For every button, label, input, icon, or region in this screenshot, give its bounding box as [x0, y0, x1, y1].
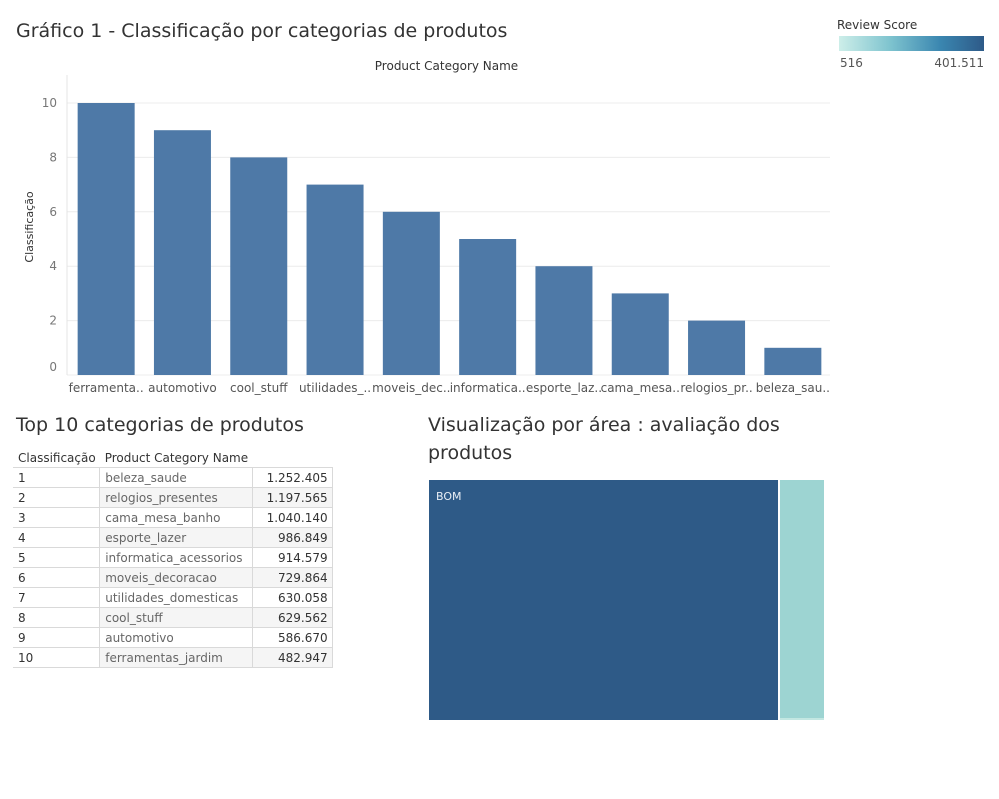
legend-title: Review Score	[837, 18, 918, 32]
x-tick-label: cama_mesa..	[601, 381, 680, 395]
y-axis-label: Classificação	[23, 191, 36, 263]
top10-table: Classificação Product Category Name 1 bel…	[13, 449, 333, 668]
category-cell: ferramentas_jardim	[99, 647, 253, 668]
x-tick-label: esporte_laz..	[526, 381, 602, 395]
table-row[interactable]: 7 utilidades_domesticas 630.058	[13, 587, 333, 608]
value-cell: 629.562	[251, 607, 333, 628]
chart-title: Product Category Name	[375, 59, 518, 73]
treemap-title: Visualização por área : avaliação dos pr…	[428, 414, 780, 464]
category-cell: cool_stuff	[99, 607, 253, 628]
table-header-row: Classificação Product Category Name	[13, 449, 332, 468]
treemap-cell-bom[interactable]	[429, 480, 778, 720]
rank-cell: 9	[13, 627, 101, 648]
table-row[interactable]: 6 moveis_decoracao 729.864	[13, 567, 333, 588]
dashboard-title: Gráfico 1 - Classificação por categorias…	[16, 20, 508, 42]
category-cell: automotivo	[99, 627, 253, 648]
x-tick-label: informatica..	[450, 381, 526, 395]
table-row[interactable]: 1 beleza_saude 1.252.405	[13, 467, 333, 488]
rank-cell: 3	[13, 507, 101, 528]
x-tick-label: relogios_pr..	[680, 381, 752, 395]
color-legend-gradient	[839, 36, 984, 51]
y-tick-label: 2	[49, 314, 57, 328]
bar	[764, 347, 822, 375]
bar-chart: Product Category Name Classificação 0 2 4 6 8 1…	[23, 59, 830, 395]
value-cell: 1.252.405	[251, 467, 333, 488]
x-tick-label: automotivo	[148, 381, 217, 395]
y-tick-label: 8	[49, 150, 57, 164]
table-row[interactable]: 10 ferramentas_jardim 482.947	[13, 647, 333, 668]
table-row[interactable]: 9 automotivo 586.670	[13, 627, 333, 648]
rank-cell: 10	[13, 647, 101, 668]
category-cell: beleza_saude	[99, 467, 253, 488]
table-row[interactable]: 5 informatica_acessorios 914.579	[13, 547, 333, 568]
column-header-rank: Classificação	[18, 451, 96, 465]
y-tick-label: 10	[42, 96, 57, 110]
legend-max-label: 401.511	[934, 56, 984, 70]
value-cell: 1.040.140	[251, 507, 333, 528]
bar	[459, 239, 517, 375]
rank-cell: 2	[13, 487, 101, 508]
table-row[interactable]: 8 cool_stuff 629.562	[13, 607, 333, 628]
rank-cell: 6	[13, 567, 101, 588]
x-tick-label: beleza_sau..	[756, 381, 830, 395]
value-cell: 914.579	[251, 547, 333, 568]
value-cell: 482.947	[251, 647, 333, 668]
treemap-cell-sliver[interactable]	[780, 718, 824, 720]
bar	[382, 211, 440, 375]
x-tick-label: cool_stuff	[230, 381, 288, 395]
legend-min-label: 516	[840, 56, 863, 70]
bar	[306, 184, 364, 375]
column-header-category: Product Category Name	[104, 451, 249, 465]
category-cell: informatica_acessorios	[99, 547, 253, 568]
table-row[interactable]: 4 esporte_lazer 986.849	[13, 527, 333, 548]
rank-cell: 5	[13, 547, 101, 568]
x-tick-label: ferramenta..	[69, 381, 144, 395]
value-cell: 1.197.565	[251, 487, 333, 508]
x-tick-label: moveis_dec..	[372, 381, 450, 395]
category-cell: relogios_presentes	[99, 487, 253, 508]
bar	[153, 130, 211, 375]
table-title: Top 10 categorias de produtos	[16, 414, 304, 436]
value-cell: 986.849	[251, 527, 333, 548]
value-cell: 586.670	[251, 627, 333, 648]
treemap-cell-other[interactable]	[780, 480, 824, 718]
column-header-value	[252, 449, 332, 468]
table-row[interactable]: 3 cama_mesa_banho 1.040.140	[13, 507, 333, 528]
rank-cell: 4	[13, 527, 101, 548]
y-tick-label: 6	[49, 205, 57, 219]
table-row[interactable]: 2 relogios_presentes 1.197.565	[13, 487, 333, 508]
bar	[230, 157, 288, 375]
rank-cell: 7	[13, 587, 101, 608]
value-cell: 729.864	[251, 567, 333, 588]
rank-cell: 1	[13, 467, 101, 488]
value-cell: 630.058	[251, 587, 333, 608]
bar	[535, 266, 593, 375]
bar	[77, 103, 135, 375]
category-cell: cama_mesa_banho	[99, 507, 253, 528]
treemap-label-bom: BOM	[436, 490, 462, 503]
y-tick-label: 0	[49, 360, 57, 374]
rank-cell: 8	[13, 607, 101, 628]
y-tick-label: 4	[49, 259, 57, 273]
category-cell: esporte_lazer	[99, 527, 253, 548]
bar	[688, 320, 746, 375]
category-cell: moveis_decoracao	[99, 567, 253, 588]
x-tick-label: utilidades_..	[299, 381, 371, 395]
bar	[611, 293, 669, 375]
category-cell: utilidades_domesticas	[99, 587, 253, 608]
